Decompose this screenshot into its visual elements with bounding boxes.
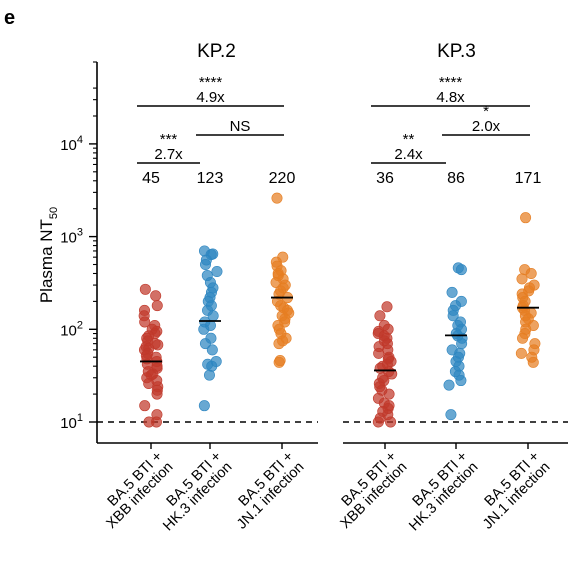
panel-letter: e [4,7,15,29]
data-point [525,267,537,279]
fold-change-label: 4.8x [436,89,465,106]
data-point [515,347,527,359]
data-point [455,264,467,276]
geomean-label: 220 [269,170,296,187]
fold-change-label: 2.0x [472,118,501,135]
data-point [203,369,215,381]
y-tick-label: 102 [60,319,83,339]
geomean-label: 45 [142,170,160,187]
data-point [374,310,386,322]
y-tick-label: 101 [60,412,83,432]
data-point [273,356,285,368]
panel-title: KP.3 [437,41,476,62]
panel-kp3: KP.3 36 BA.5 BTI +XBB infection 86 BA.5 BTI … [327,41,568,535]
significance-label: ** [403,131,415,148]
data-point [206,344,218,356]
data-point [211,266,223,278]
fold-change-label: 2.4x [394,146,423,163]
category-label: BA.5 BTI +HK.3 infection [396,449,482,535]
data-point [373,347,385,359]
category-label: BA.5 BTI +JN.1 infection [469,449,553,533]
data-point [198,400,210,412]
data-point [151,300,163,312]
significance-label: *** [160,131,178,148]
data-point [206,360,218,372]
category-label: BA.5 BTI +JN.1 infection [223,449,307,533]
panel-title: KP.2 [197,41,236,62]
data-point [446,286,458,298]
data-point [520,212,532,224]
data-point [273,338,285,350]
data-point [139,283,151,295]
fold-change-label: 4.9x [196,89,225,106]
y-tick-label: 104 [60,134,83,154]
y-axis-label: Plasma NT50 [37,207,60,303]
data-point [447,310,459,322]
y-axis: Plasma NT50 [37,62,98,443]
geomean-label: 171 [515,170,542,187]
data-point [443,379,455,391]
significance-label: * [483,103,489,120]
data-point [385,416,397,428]
fold-change-label: NS [230,118,251,135]
data-point [383,388,395,400]
data-point [381,301,393,313]
significance-label: **** [199,74,223,91]
y-ticks: 101 102 103 104 [60,61,97,432]
y-tick-label: 103 [60,227,83,247]
panels: KP.2 45 BA.5 BTI +XBB infection 123 BA.5 BTI… [97,41,568,535]
category-label: BA.5 BTI +XBB infection [327,449,410,532]
data-point [516,273,528,285]
fold-change-label: 2.7x [154,146,183,163]
data-point [151,388,163,400]
data-point [199,338,211,350]
data-point [139,400,151,412]
data-point [139,316,151,328]
geomean-label: 123 [197,170,224,187]
geomean-label: 36 [376,170,394,187]
data-point [456,338,468,350]
data-point [455,375,467,387]
data-point [372,416,384,428]
data-point [150,290,162,302]
geomean-label: 86 [447,170,465,187]
data-point [143,416,155,428]
data-point [198,323,210,335]
data-point [445,409,457,421]
data-point [271,192,283,204]
data-point [517,332,529,344]
significance-label: **** [439,74,463,91]
data-point [199,259,211,271]
data-point [527,356,539,368]
